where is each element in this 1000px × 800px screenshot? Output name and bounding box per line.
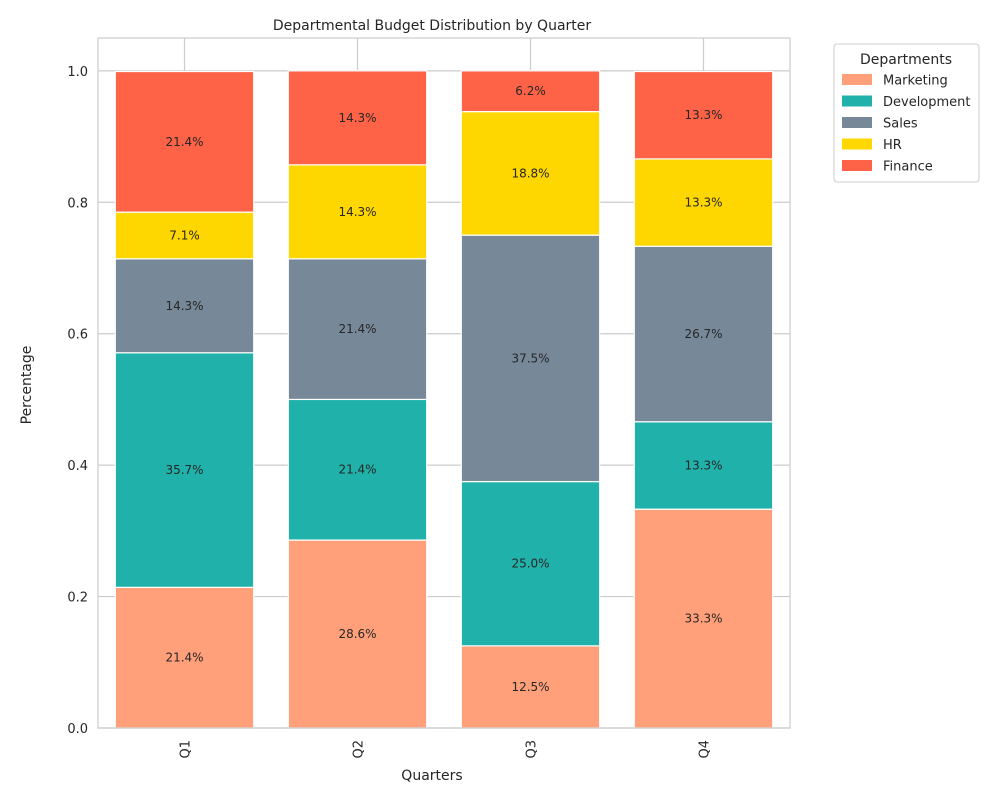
data-label: 35.7% (165, 463, 203, 477)
bar-segment-marketing-q4 (633, 508, 774, 729)
data-label: 18.8% (511, 166, 549, 180)
data-label: 21.4% (165, 651, 203, 665)
y-tick-label: 0.2 (67, 591, 88, 606)
data-label: 14.3% (165, 299, 203, 313)
data-label: 13.3% (684, 458, 722, 472)
bar-segment-marketing-q1 (114, 586, 255, 729)
data-label: 26.7% (684, 327, 722, 341)
legend-swatch-hr (842, 138, 872, 150)
y-axis-label: Percentage (19, 346, 35, 425)
chart-title: Departmental Budget Distribution by Quar… (273, 18, 592, 34)
x-tick-label: Q4 (698, 740, 713, 759)
bar-segment-finance-q1 (114, 70, 255, 213)
bar-segment-development-q2 (287, 398, 428, 541)
data-label: 14.3% (338, 111, 376, 125)
x-tick-label: Q1 (179, 740, 194, 759)
data-label: 14.3% (338, 205, 376, 219)
data-label: 21.4% (338, 322, 376, 336)
data-label: 21.4% (338, 463, 376, 477)
x-tick-label: Q2 (352, 740, 367, 759)
data-label: 25.0% (511, 557, 549, 571)
data-label: 6.2% (515, 84, 546, 98)
x-axis-label: Quarters (401, 768, 462, 784)
y-tick-label: 0.4 (67, 459, 88, 474)
data-label: 13.3% (684, 196, 722, 210)
bar-segment-sales-q4 (633, 245, 774, 423)
tick-labels: 0.0 0.2 0.4 0.6 0.8 1.0 Q1 Q2 Q3 Q4 (67, 65, 712, 759)
data-label: 21.4% (165, 135, 203, 149)
data-label: 13.3% (684, 108, 722, 122)
data-labels: 21.4% 35.7% 14.3% 7.1% 21.4% 28.6% 21.4% 21.4% 1… (165, 84, 722, 694)
legend-label-marketing: Marketing (883, 74, 948, 89)
data-label: 37.5% (511, 351, 549, 365)
bar-segment-development-q3 (460, 480, 601, 647)
legend-label-hr: HR (883, 138, 902, 153)
legend-label-finance: Finance (883, 160, 933, 175)
data-label: 7.1% (169, 228, 200, 242)
bar-segment-finance-q4 (633, 70, 774, 160)
legend-label-development: Development (883, 95, 971, 110)
bar-segment-hr-q3 (460, 110, 601, 236)
plot-frame (97, 37, 791, 729)
bar-segment-sales-q2 (287, 258, 428, 401)
bar-segment-hr-q2 (287, 164, 428, 260)
bar-segment-sales-q3 (460, 234, 601, 483)
legend: Departments Marketing Development Sales HR F… (833, 43, 980, 183)
legend-swatch-finance (842, 160, 872, 171)
data-label: 28.6% (338, 627, 376, 641)
legend-swatch-sales (842, 117, 872, 128)
bar-segment-hr-q1 (114, 211, 255, 260)
data-label: 33.3% (684, 612, 722, 626)
legend-title: Departments (860, 52, 952, 68)
bar-segment-development-q1 (114, 352, 255, 588)
legend-items: Marketing Development Sales HR Finance (842, 74, 971, 175)
legend-swatch-development (842, 95, 872, 107)
legend-label-sales: Sales (883, 117, 918, 132)
y-tick-label: 0.8 (67, 196, 88, 211)
bar-segment-finance-q2 (287, 70, 428, 166)
bar-segment-development-q4 (633, 421, 774, 510)
y-tick-label: 0.0 (67, 722, 88, 737)
data-label: 12.5% (511, 680, 549, 694)
bars (114, 70, 774, 729)
y-tick-label: 0.6 (67, 328, 88, 343)
x-tick-label: Q3 (525, 740, 540, 759)
bar-segment-sales-q1 (114, 258, 255, 354)
bar-segment-finance-q3 (460, 70, 601, 113)
legend-swatch-marketing (842, 74, 872, 85)
y-tick-label: 1.0 (67, 65, 88, 80)
